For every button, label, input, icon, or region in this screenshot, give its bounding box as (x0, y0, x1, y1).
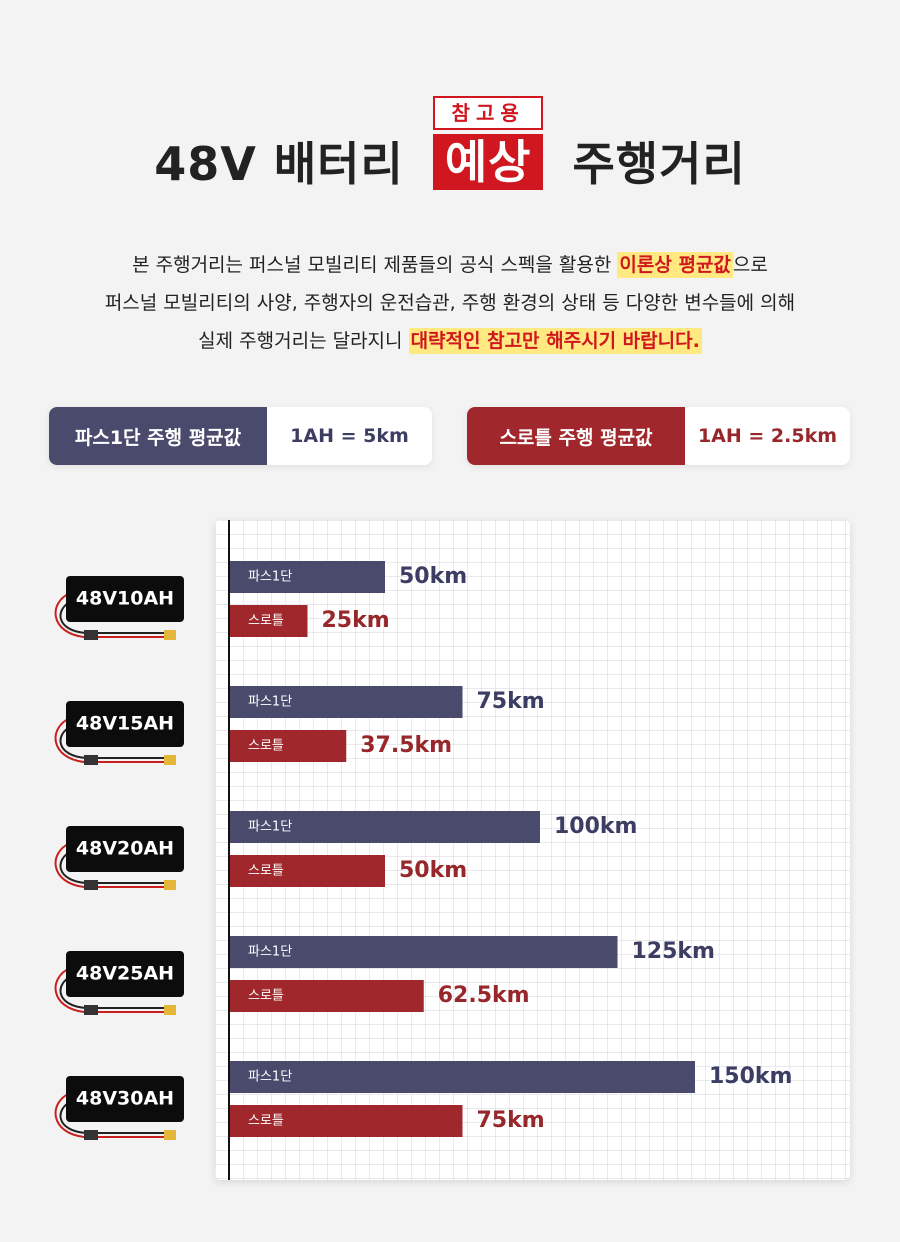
intro: 본 주행거리는 퍼스널 모빌리티 제품들의 공식 스펙을 활용한 이론상 평균값… (0, 246, 900, 360)
connector (164, 755, 176, 765)
connector (164, 880, 176, 890)
title-badge-box: 참고용 예상 (432, 95, 544, 191)
spec-value: 1AH = 5km (290, 425, 409, 447)
battery (66, 576, 184, 622)
spec-label: 스로틀 주행 평균값 (467, 407, 685, 465)
battery (66, 951, 184, 997)
intro-text: 퍼스널 모빌리티의 사양, 주행자의 운전습관, 주행 환경의 상태 등 다양한… (104, 292, 796, 314)
intro-line: 퍼스널 모빌리티의 사양, 주행자의 운전습관, 주행 환경의 상태 등 다양한… (0, 284, 900, 322)
title: 48V 배터리 참고용 예상 주행거리 (0, 95, 900, 194)
intro-text: 실제 주행거리는 달라지니 (198, 330, 409, 352)
value-label: 75km (477, 689, 545, 714)
value-label: 37.5km (360, 733, 452, 758)
value-label: 62.5km (438, 983, 530, 1008)
bar (230, 855, 385, 887)
bar (230, 936, 618, 968)
intro-line: 본 주행거리는 퍼스널 모빌리티 제품들의 공식 스펙을 활용한 이론상 평균값… (0, 246, 900, 284)
battery (66, 1076, 184, 1122)
connector (164, 630, 176, 640)
intro-line: 실제 주행거리는 달라지니 대략적인 참고만 해주시기 바랍니다. (0, 322, 900, 360)
bar-series-label: 스로틀 (248, 1114, 284, 1129)
wire (54, 1092, 168, 1138)
value-label: 100km (554, 814, 637, 839)
bar (230, 1105, 463, 1137)
value-label: 50km (399, 858, 467, 883)
bar-series-label: 스로틀 (248, 614, 284, 629)
category-label: 48V25AH (76, 963, 174, 985)
bar-series-label: 스로틀 (248, 864, 284, 879)
connector (84, 755, 98, 765)
bar (230, 605, 308, 637)
title-badge: 예상 (432, 134, 544, 191)
bar-series-label: 파스1단 (248, 570, 292, 585)
intro-highlight: 이론상 평균값 (617, 252, 733, 278)
category-label: 48V20AH (76, 838, 174, 860)
value-label: 25km (322, 608, 390, 633)
bar (230, 1061, 695, 1093)
title-after: 주행거리 (572, 137, 746, 191)
bar-series-label: 파스1단 (248, 1070, 292, 1085)
bar-series-label: 스로틀 (248, 739, 284, 754)
category-label: 48V15AH (76, 713, 174, 735)
connector (164, 1130, 176, 1140)
spec-value: 1AH = 2.5km (697, 425, 838, 447)
wire (54, 592, 168, 638)
spec-box: 파스1단 주행 평균값 1AH = 5km (49, 407, 432, 465)
connector (84, 1130, 98, 1140)
chart-grid (215, 520, 850, 1180)
bar (230, 980, 424, 1012)
spec-box: 스로틀 주행 평균값 1AH = 2.5km (467, 407, 850, 465)
bar (230, 811, 540, 843)
title-before: 48V 배터리 (154, 137, 404, 191)
connector (84, 630, 98, 640)
category-label: 48V30AH (76, 1088, 174, 1110)
value-label: 50km (399, 564, 467, 589)
wire (54, 717, 168, 763)
badge-top: 참고용 (432, 95, 544, 130)
intro-text: 본 주행거리는 퍼스널 모빌리티 제품들의 공식 스펙을 활용한 (132, 254, 618, 276)
bar-series-label: 파스1단 (248, 945, 292, 960)
battery (66, 826, 184, 872)
connector (84, 880, 98, 890)
category-label: 48V10AH (76, 588, 174, 610)
bar (230, 561, 385, 593)
wire (54, 967, 168, 1013)
value-label: 150km (709, 1064, 792, 1089)
intro-text: 으로 (732, 254, 768, 276)
wire (54, 842, 168, 888)
value-label: 75km (477, 1108, 545, 1133)
battery (66, 701, 184, 747)
spec-label: 파스1단 주행 평균값 (49, 407, 267, 465)
bar-series-label: 파스1단 (248, 820, 292, 835)
connector (164, 1005, 176, 1015)
bar (230, 730, 347, 762)
connector (84, 1005, 98, 1015)
bar (230, 686, 463, 718)
intro-highlight: 대략적인 참고만 해주시기 바랍니다. (408, 328, 702, 354)
bar-series-label: 파스1단 (248, 695, 292, 710)
value-label: 125km (632, 939, 715, 964)
bar-series-label: 스로틀 (248, 989, 284, 1004)
